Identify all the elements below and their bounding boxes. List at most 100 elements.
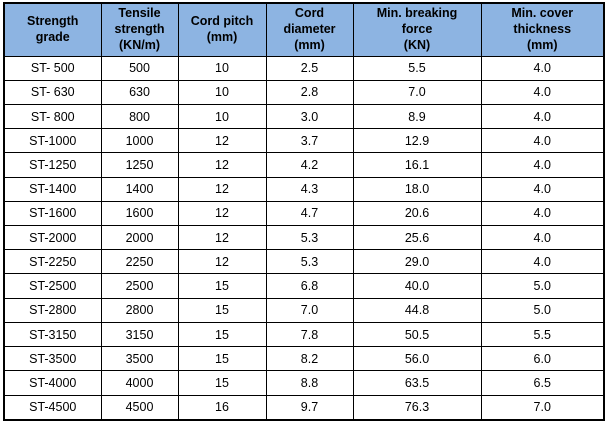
- table-cell: 76.3: [352, 394, 482, 421]
- table-cell: 15: [177, 370, 267, 396]
- table-row: ST-1600 1600 12 4.7 20.6 4.0: [3, 200, 605, 227]
- strength-grade-spec-table: Strength grade Tensile strength (KN/m) C…: [3, 2, 605, 421]
- table-cell: 4.0: [480, 79, 605, 105]
- table-cell: ST- 630: [3, 79, 102, 105]
- table-row: ST-2500 2500 15 6.8 40.0 5.0: [3, 273, 605, 299]
- table-row: ST-1250 1250 12 4.2 16.1 4.0: [3, 152, 605, 178]
- table-cell: 1250: [100, 152, 179, 178]
- table-row: ST-2000 2000 12 5.3 25.6 4.0: [3, 225, 605, 251]
- table-cell: ST-2250: [3, 249, 102, 275]
- table-cell: 4.0: [480, 55, 605, 81]
- table-cell: 6.0: [480, 346, 605, 372]
- table-row: ST-4500 4500 16 9.7 76.3 7.0: [3, 394, 605, 421]
- table-cell: 2.5: [265, 55, 354, 81]
- table-cell: 2250: [100, 249, 179, 275]
- table-row: ST-3150 3150 15 7.8 50.5 5.5: [3, 321, 605, 348]
- table-cell: 10: [177, 79, 267, 105]
- table-cell: 5.0: [480, 297, 605, 323]
- table-cell: 2800: [100, 297, 179, 323]
- table-cell: 9.7: [265, 394, 354, 421]
- table-cell: 4.0: [480, 249, 605, 275]
- table-cell: 8.2: [265, 346, 354, 372]
- table-cell: 12: [177, 249, 267, 275]
- table-cell: 4.0: [480, 152, 605, 178]
- table-cell: 10: [177, 103, 267, 130]
- table-row: ST- 800 800 10 3.0 8.9 4.0: [3, 103, 605, 130]
- table-cell: ST-1600: [3, 200, 102, 227]
- table-cell: 40.0: [352, 273, 482, 299]
- table-cell: ST-4500: [3, 394, 102, 421]
- table-cell: 4.2: [265, 152, 354, 178]
- table-cell: 3500: [100, 346, 179, 372]
- table-row: ST-3500 3500 15 8.2 56.0 6.0: [3, 346, 605, 372]
- table-cell: 4.0: [480, 176, 605, 202]
- column-header-strength-grade: Strength grade: [3, 2, 102, 57]
- table-cell: 4.0: [480, 128, 605, 154]
- table-cell: 63.5: [352, 370, 482, 396]
- table-row: ST-4000 4000 15 8.8 63.5 6.5: [3, 370, 605, 396]
- table-row: ST- 500 500 10 2.5 5.5 4.0: [3, 55, 605, 81]
- table-cell: ST- 800: [3, 103, 102, 130]
- table-cell: ST-2800: [3, 297, 102, 323]
- table-row: ST-2800 2800 15 7.0 44.8 5.0: [3, 297, 605, 323]
- table-cell: 44.8: [352, 297, 482, 323]
- table-cell: ST- 500: [3, 55, 102, 81]
- table-cell: 3150: [100, 321, 179, 348]
- table-cell: 16: [177, 394, 267, 421]
- table-cell: 8.8: [265, 370, 354, 396]
- table-row: ST- 630 630 10 2.8 7.0 4.0: [3, 79, 605, 105]
- table-cell: 4.7: [265, 200, 354, 227]
- table-cell: 7.0: [480, 394, 605, 421]
- column-header-min-cover-thickness: Min. cover thickness (mm): [480, 2, 605, 57]
- table-cell: 15: [177, 297, 267, 323]
- table-cell: 6.8: [265, 273, 354, 299]
- table-cell: 15: [177, 273, 267, 299]
- table-cell: 5.0: [480, 273, 605, 299]
- table-cell: 1600: [100, 200, 179, 227]
- table-cell: 4500: [100, 394, 179, 421]
- column-header-cord-pitch: Cord pitch (mm): [177, 2, 267, 57]
- table-row: ST-2250 2250 12 5.3 29.0 4.0: [3, 249, 605, 275]
- table-cell: 5.3: [265, 225, 354, 251]
- table-cell: 12: [177, 176, 267, 202]
- table-cell: ST-4000: [3, 370, 102, 396]
- table-cell: ST-1000: [3, 128, 102, 154]
- table-cell: ST-1250: [3, 152, 102, 178]
- column-header-cord-diameter: Cord diameter (mm): [265, 2, 354, 57]
- table-cell: 5.5: [352, 55, 482, 81]
- table-cell: 56.0: [352, 346, 482, 372]
- column-header-tensile-strength: Tensile strength (KN/m): [100, 2, 179, 57]
- table-cell: 4000: [100, 370, 179, 396]
- table-cell: 7.0: [265, 297, 354, 323]
- table-cell: 500: [100, 55, 179, 81]
- table-cell: 3.0: [265, 103, 354, 130]
- table-cell: 4.0: [480, 200, 605, 227]
- table-cell: 4.0: [480, 225, 605, 251]
- table-cell: 3.7: [265, 128, 354, 154]
- table-body: ST- 500 500 10 2.5 5.5 4.0 ST- 630 630 10 2.8 7.0 4…: [3, 55, 605, 421]
- column-header-min-breaking-force: Min. breaking force (KN): [352, 2, 482, 57]
- table-cell: 1400: [100, 176, 179, 202]
- table-cell: 20.6: [352, 200, 482, 227]
- table-cell: 2000: [100, 225, 179, 251]
- table-cell: 4.3: [265, 176, 354, 202]
- table-cell: 12: [177, 128, 267, 154]
- table-cell: 6.5: [480, 370, 605, 396]
- table-cell: ST-2000: [3, 225, 102, 251]
- table-cell: 5.3: [265, 249, 354, 275]
- table-cell: 4.0: [480, 103, 605, 130]
- table-cell: 5.5: [480, 321, 605, 348]
- table-cell: 7.0: [352, 79, 482, 105]
- table-cell: 12: [177, 200, 267, 227]
- table-cell: 16.1: [352, 152, 482, 178]
- table-cell: 50.5: [352, 321, 482, 348]
- table-cell: 2.8: [265, 79, 354, 105]
- table-cell: ST-3150: [3, 321, 102, 348]
- table-row: ST-1000 1000 12 3.7 12.9 4.0: [3, 128, 605, 154]
- table-cell: 2500: [100, 273, 179, 299]
- table-cell: 29.0: [352, 249, 482, 275]
- table-cell: 8.9: [352, 103, 482, 130]
- table-cell: ST-2500: [3, 273, 102, 299]
- table-cell: 15: [177, 346, 267, 372]
